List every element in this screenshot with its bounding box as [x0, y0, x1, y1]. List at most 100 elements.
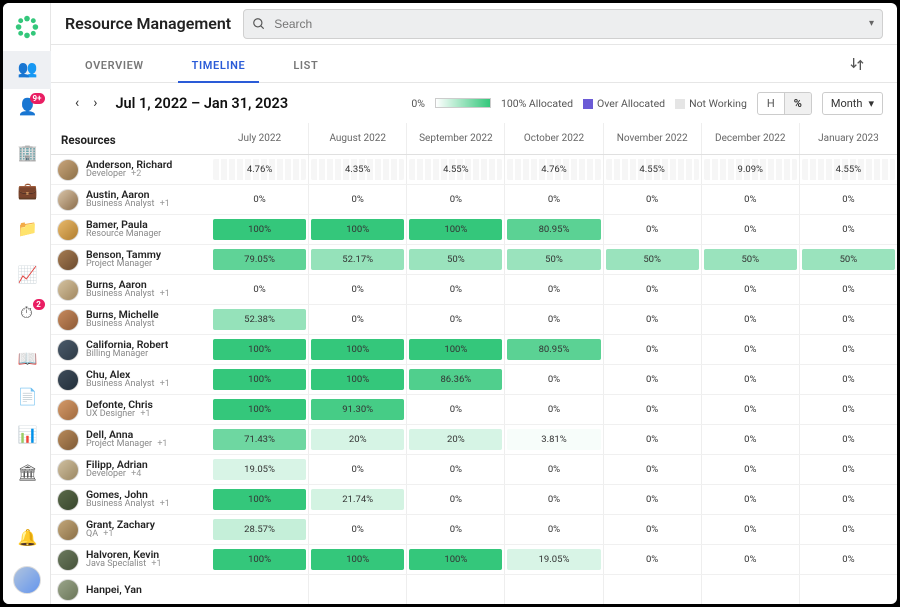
allocation-cell[interactable]: 100%	[211, 365, 308, 394]
allocation-cell[interactable]: 0%	[701, 485, 799, 514]
allocation-cell[interactable]: 52.17%	[308, 245, 406, 274]
resource-row[interactable]: California, RobertBilling Manager100%100…	[51, 335, 897, 365]
search-input[interactable]	[266, 17, 869, 31]
allocation-cell[interactable]: 0%	[504, 305, 602, 334]
rail-contacts[interactable]: 👤9+	[3, 89, 51, 127]
allocation-cell[interactable]: 0%	[799, 365, 897, 394]
allocation-cell[interactable]: 21.74%	[308, 485, 406, 514]
allocation-cell[interactable]: 0%	[308, 455, 406, 484]
allocation-cell[interactable]	[799, 575, 897, 604]
rail-org[interactable]: 🏢	[3, 135, 51, 173]
tab-list[interactable]: LIST	[289, 49, 322, 82]
allocation-cell[interactable]: 100%	[211, 335, 308, 364]
allocation-cell[interactable]: 4.35%	[308, 155, 406, 184]
resource-row[interactable]: Gomes, JohnBusiness Analyst +1100%21.74%…	[51, 485, 897, 515]
allocation-cell[interactable]: 0%	[603, 335, 701, 364]
allocation-cell[interactable]: 100%	[308, 335, 406, 364]
allocation-cell[interactable]: 0%	[799, 455, 897, 484]
allocation-cell[interactable]: 100%	[308, 545, 406, 574]
allocation-cell[interactable]: 0%	[603, 185, 701, 214]
resource-row[interactable]: Grant, ZacharyQA +128.57%0%0%0%0%0%0%	[51, 515, 897, 545]
allocation-cell[interactable]: 20%	[406, 425, 504, 454]
allocation-cell[interactable]: 50%	[701, 245, 799, 274]
allocation-cell[interactable]: 0%	[504, 365, 602, 394]
allocation-cell[interactable]: 4.55%	[799, 155, 897, 184]
allocation-cell[interactable]	[308, 575, 406, 604]
allocation-cell[interactable]	[211, 575, 308, 604]
allocation-cell[interactable]	[603, 575, 701, 604]
tab-timeline[interactable]: TIMELINE	[188, 49, 250, 82]
allocation-cell[interactable]: 0%	[504, 395, 602, 424]
allocation-cell[interactable]: 0%	[406, 485, 504, 514]
allocation-cell[interactable]: 28.57%	[211, 515, 308, 544]
allocation-cell[interactable]: 0%	[603, 545, 701, 574]
allocation-cell[interactable]: 0%	[603, 455, 701, 484]
allocation-cell[interactable]: 79.05%	[211, 245, 308, 274]
allocation-cell[interactable]: 0%	[603, 515, 701, 544]
allocation-cell[interactable]	[406, 575, 504, 604]
next-period-button[interactable]: ›	[89, 93, 101, 113]
allocation-cell[interactable]: 0%	[603, 365, 701, 394]
rail-report2[interactable]: 📊	[3, 417, 51, 455]
allocation-cell[interactable]: 0%	[504, 185, 602, 214]
allocation-cell[interactable]: 0%	[603, 305, 701, 334]
allocation-cell[interactable]: 0%	[308, 275, 406, 304]
allocation-cell[interactable]: 4.76%	[504, 155, 602, 184]
allocation-cell[interactable]: 100%	[211, 545, 308, 574]
allocation-cell[interactable]: 86.36%	[406, 365, 504, 394]
allocation-cell[interactable]: 100%	[308, 215, 406, 244]
allocation-cell[interactable]: 0%	[504, 485, 602, 514]
allocation-cell[interactable]: 4.55%	[406, 155, 504, 184]
resource-row[interactable]: Anderson, RichardDeveloper +24.76%4.35%4…	[51, 155, 897, 185]
allocation-cell[interactable]: 0%	[406, 455, 504, 484]
allocation-cell[interactable]: 0%	[603, 425, 701, 454]
allocation-cell[interactable]: 0%	[406, 515, 504, 544]
allocation-cell[interactable]: 100%	[211, 485, 308, 514]
allocation-cell[interactable]: 0%	[701, 545, 799, 574]
sort-button[interactable]	[847, 54, 867, 74]
allocation-cell[interactable]: 0%	[701, 185, 799, 214]
resource-row[interactable]: Halvoren, KevinJava Specialist +1100%100…	[51, 545, 897, 575]
resource-row[interactable]: Dell, AnnaProject Manager +171.43%20%20%…	[51, 425, 897, 455]
allocation-cell[interactable]: 80.95%	[504, 215, 602, 244]
allocation-cell[interactable]: 0%	[211, 185, 308, 214]
unit-hours-button[interactable]: H	[758, 93, 785, 114]
allocation-cell[interactable]: 100%	[406, 335, 504, 364]
allocation-cell[interactable]: 100%	[406, 545, 504, 574]
allocation-cell[interactable]: 0%	[603, 485, 701, 514]
rail-analytics[interactable]: 📈	[3, 257, 51, 295]
allocation-cell[interactable]: 0%	[701, 305, 799, 334]
resource-row[interactable]: Filipp, AdrianDeveloper +419.05%0%0%0%0%…	[51, 455, 897, 485]
rail-jobs[interactable]: 💼	[3, 173, 51, 211]
allocation-cell[interactable]: 0%	[308, 515, 406, 544]
allocation-cell[interactable]: 100%	[406, 215, 504, 244]
allocation-cell[interactable]: 0%	[406, 275, 504, 304]
resource-row[interactable]: Defonte, ChrisUX Designer +1100%91.30%0%…	[51, 395, 897, 425]
allocation-cell[interactable]: 91.30%	[308, 395, 406, 424]
allocation-cell[interactable]	[504, 575, 602, 604]
allocation-cell[interactable]: 0%	[406, 185, 504, 214]
search-dropdown-icon[interactable]: ▾	[869, 18, 874, 29]
prev-period-button[interactable]: ‹	[71, 93, 83, 113]
period-select[interactable]: Month▾	[822, 92, 883, 115]
allocation-cell[interactable]: 3.81%	[504, 425, 602, 454]
allocation-cell[interactable]: 0%	[504, 515, 602, 544]
current-user-avatar[interactable]	[13, 566, 41, 594]
resource-row[interactable]: Burns, AaronBusiness Analyst +10%0%0%0%0…	[51, 275, 897, 305]
allocation-cell[interactable]: 0%	[799, 395, 897, 424]
allocation-cell[interactable]: 71.43%	[211, 425, 308, 454]
allocation-cell[interactable]: 0%	[504, 455, 602, 484]
allocation-cell[interactable]: 19.05%	[504, 545, 602, 574]
allocation-cell[interactable]: 50%	[504, 245, 602, 274]
unit-percent-button[interactable]: %	[785, 93, 811, 114]
allocation-cell[interactable]: 0%	[799, 515, 897, 544]
allocation-cell[interactable]: 9.09%	[701, 155, 799, 184]
resource-row[interactable]: Chu, AlexBusiness Analyst +1100%100%86.3…	[51, 365, 897, 395]
allocation-cell[interactable]: 0%	[799, 215, 897, 244]
allocation-cell[interactable]: 0%	[211, 275, 308, 304]
resource-row[interactable]: Austin, AaronBusiness Analyst +10%0%0%0%…	[51, 185, 897, 215]
rail-dashboard[interactable]: ⏱2	[3, 295, 51, 333]
allocation-cell[interactable]: 0%	[701, 455, 799, 484]
allocation-cell[interactable]: 0%	[308, 185, 406, 214]
resource-row[interactable]: Benson, TammyProject Manager79.05%52.17%…	[51, 245, 897, 275]
